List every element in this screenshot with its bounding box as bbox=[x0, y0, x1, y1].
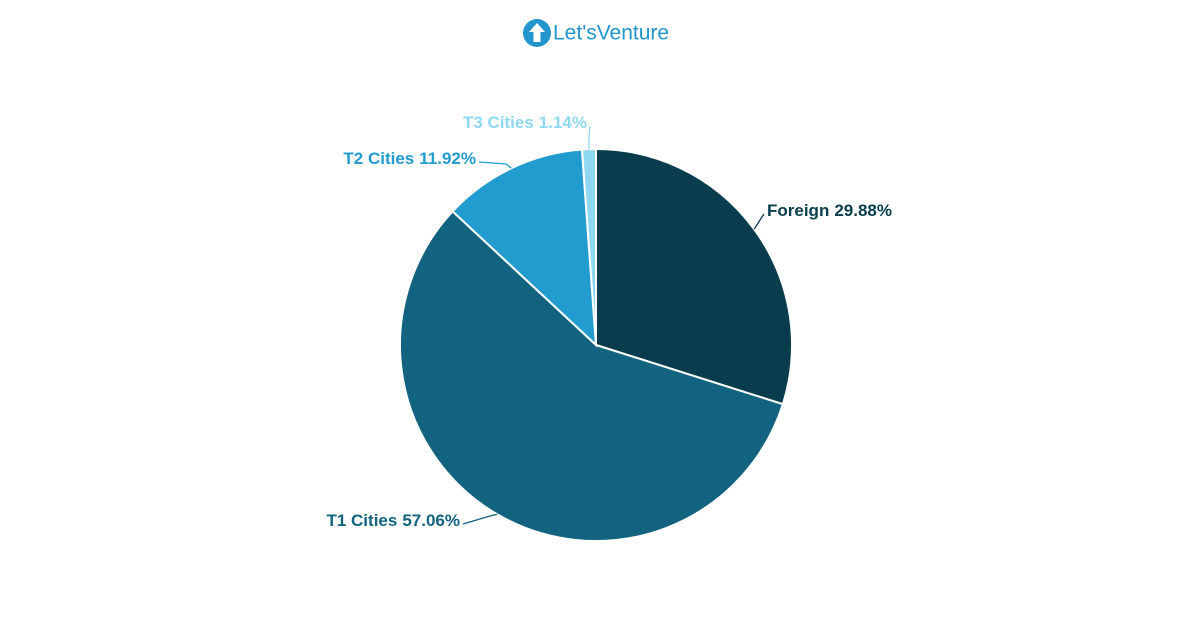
data-label: T2 Cities 11.92% bbox=[343, 149, 476, 168]
label-value: 1.14% bbox=[539, 113, 587, 132]
label-value: 29.88% bbox=[834, 201, 892, 220]
data-label: T1 Cities 57.06% bbox=[326, 511, 460, 530]
pie-slice bbox=[451, 148, 598, 348]
pie-slice bbox=[580, 147, 597, 346]
data-label: T3 Cities 1.14% bbox=[463, 113, 587, 132]
leader-line bbox=[588, 125, 591, 150]
logo-text: Let'sVenture bbox=[553, 22, 669, 45]
label-value: 11.92% bbox=[419, 149, 476, 168]
leader-line bbox=[462, 513, 498, 525]
pie-slice bbox=[399, 209, 785, 542]
label-value: 57.06% bbox=[402, 511, 460, 530]
label-category: T2 Cities bbox=[343, 149, 414, 168]
logo: Let'sVenture bbox=[523, 19, 669, 47]
label-category: Foreign bbox=[767, 201, 829, 220]
logo-arrow bbox=[529, 23, 545, 42]
label-category: T1 Cities bbox=[326, 511, 397, 530]
data-label: Foreign 29.88% bbox=[767, 201, 892, 220]
label-category: T3 Cities bbox=[463, 113, 534, 132]
pie-slice bbox=[595, 147, 793, 406]
leader-line bbox=[478, 161, 512, 169]
leader-line bbox=[753, 213, 765, 230]
